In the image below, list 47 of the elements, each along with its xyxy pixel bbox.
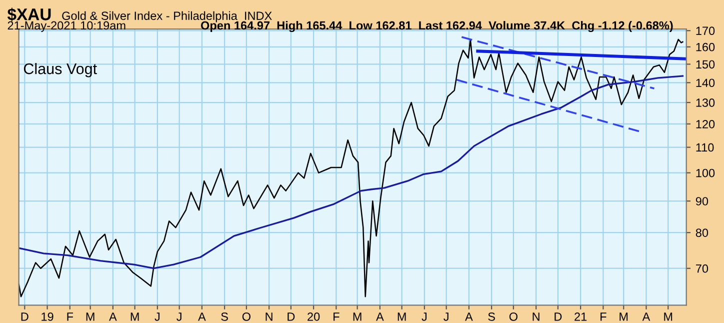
x-tick-label: A: [642, 312, 650, 321]
y-tick-label: 90: [696, 197, 708, 206]
x-tick-label: N: [266, 312, 272, 321]
x-tick-label: D: [288, 312, 295, 321]
y-tick-label: 110: [696, 143, 714, 152]
y-tick-label: 140: [696, 78, 715, 88]
x-tick-label: J: [444, 312, 448, 321]
x-tick-label: N: [532, 312, 540, 321]
x-tick-label: J: [154, 312, 160, 321]
x-tick-label: J: [422, 312, 427, 321]
x-tick-label: S: [221, 312, 228, 321]
x-tick-label: 19: [42, 312, 54, 321]
annotation: 21-May-2021 10:19am: [8, 21, 126, 32]
x-tick-label: F: [334, 312, 340, 321]
x-tick-label: D: [554, 312, 562, 321]
x-tick-label: A: [465, 312, 473, 321]
x-tick-label: M: [130, 312, 139, 321]
y-tick-label: 80: [696, 228, 708, 237]
x-tick-label: M: [620, 312, 628, 321]
y-tick-label: 160: [696, 42, 715, 52]
x-tick-label: 20: [308, 312, 320, 321]
x-tick-label: A: [376, 312, 384, 321]
y-tick-label: 150: [696, 60, 715, 69]
x-tick-label: M: [398, 312, 406, 321]
x-tick-label: A: [109, 312, 117, 321]
x-tick-label: J: [176, 312, 182, 321]
y-tick-label: 130: [696, 98, 715, 107]
annotation: Open 164.97 High 165.44 Low 162.81 Last 162.94 Volume 37.4K Chg -1.12 (-0.68%): [200, 20, 673, 32]
x-tick-label: A: [198, 312, 206, 321]
x-tick-label: F: [600, 312, 606, 321]
x-tick-label: D: [21, 312, 28, 321]
x-tick-label: M: [664, 312, 672, 321]
annotation: Claus Vogt: [24, 62, 97, 78]
y-tick-label: 70: [696, 264, 708, 273]
x-tick-label: F: [67, 312, 74, 321]
x-tick-label: M: [353, 312, 362, 321]
chart-title: $XAU: [7, 8, 51, 22]
x-tick-label: 21: [574, 312, 587, 321]
chart-subtitle: Gold & Silver Index - Philadelphia INDX: [62, 11, 272, 22]
x-tick-label: S: [488, 312, 495, 321]
x-tick-label: O: [509, 312, 518, 321]
x-tick-label: O: [242, 312, 250, 321]
line-series: [18, 38, 684, 298]
y-tick-label: 100: [696, 168, 715, 178]
x-tick-label: M: [86, 312, 94, 321]
y-tick-label: 120: [696, 120, 715, 128]
y-tick-label: 170: [696, 26, 715, 36]
